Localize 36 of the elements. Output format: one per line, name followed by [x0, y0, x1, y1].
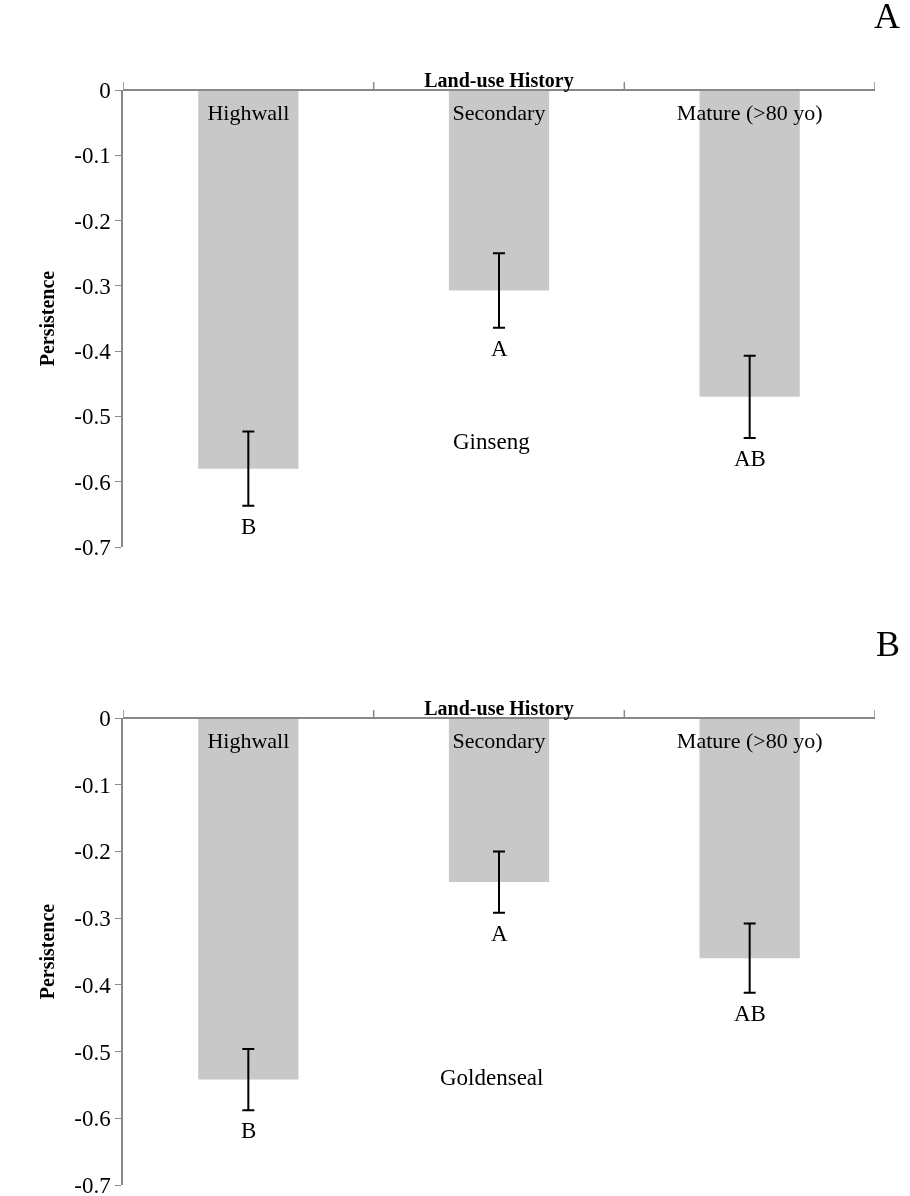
- x-tick-label: Mature (>80 yo): [676, 100, 823, 126]
- x-axis-title: Land-use History: [424, 69, 574, 93]
- y-tick-label: -0.3: [74, 906, 111, 932]
- y-tick-label: -0.1: [74, 772, 111, 798]
- x-tick-label: Highwall: [207, 100, 290, 126]
- y-tick-label: -0.5: [74, 404, 111, 430]
- y-tick-label: 0: [99, 78, 111, 104]
- x-tick-label: Mature (>80 yo): [676, 728, 823, 754]
- x-tick-label: Secondary: [452, 100, 546, 126]
- y-tick-label: -0.2: [74, 208, 111, 234]
- annotation: A: [491, 336, 508, 361]
- y-tick-label: 0: [99, 706, 111, 732]
- y-tick-label: -0.4: [74, 339, 112, 365]
- annotation: B: [241, 1118, 257, 1143]
- annotation: AB: [734, 446, 766, 471]
- annotation: Ginseng: [453, 429, 531, 454]
- y-axis-title: Persistence: [36, 903, 59, 1000]
- chart-title: B: [876, 624, 901, 664]
- y-tick-label: -0.1: [74, 143, 111, 169]
- annotation: B: [241, 514, 257, 539]
- x-axis-title: Land-use History: [424, 697, 574, 721]
- annotation: AB: [734, 1001, 766, 1026]
- y-tick-label: -0.7: [74, 1173, 111, 1196]
- y-tick-label: -0.5: [74, 1039, 111, 1065]
- y-tick-label: -0.6: [74, 469, 111, 495]
- chart-title: A: [874, 0, 900, 36]
- y-tick-label: -0.3: [74, 273, 111, 299]
- y-tick-label: -0.4: [74, 972, 112, 998]
- annotation: A: [491, 921, 508, 946]
- x-tick-label: Highwall: [207, 728, 290, 754]
- y-tick-label: -0.7: [74, 535, 111, 561]
- x-tick-label: Secondary: [452, 728, 546, 754]
- y-tick-label: -0.2: [74, 839, 111, 865]
- y-tick-label: -0.6: [74, 1106, 111, 1132]
- y-axis-title: Persistence: [36, 270, 59, 367]
- annotation: Goldenseal: [440, 1065, 544, 1090]
